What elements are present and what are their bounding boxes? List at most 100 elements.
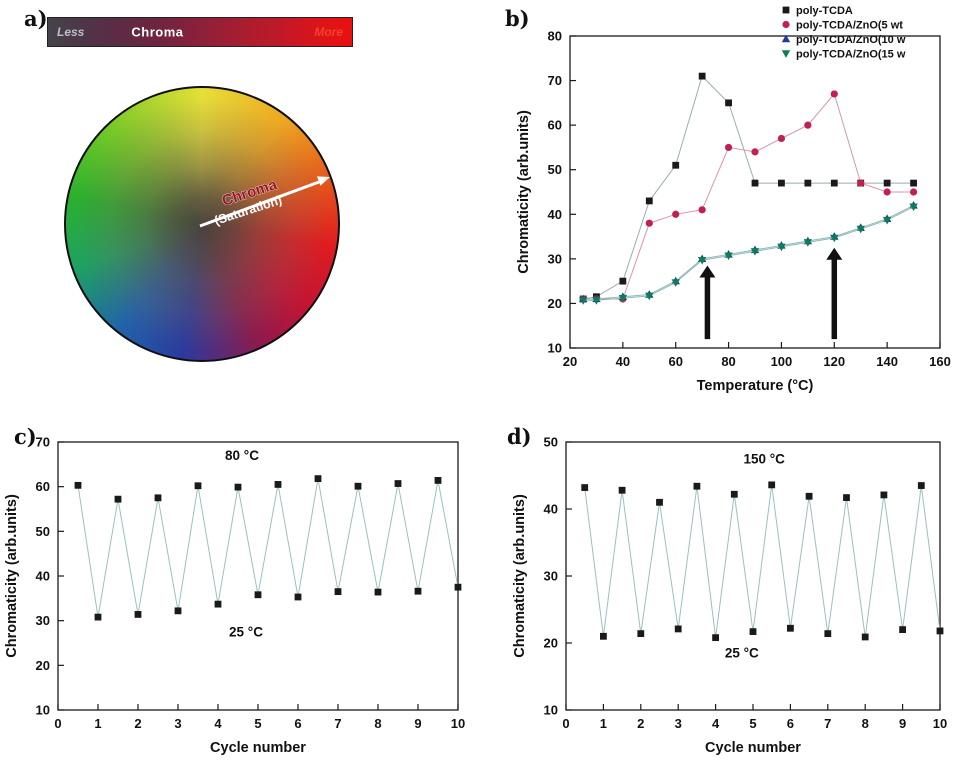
x-tick-label: 60: [668, 354, 682, 369]
data-point-marker: [134, 611, 142, 618]
data-point-marker: [768, 481, 776, 489]
data-point-marker: [645, 292, 654, 301]
x-tick-label: 3: [174, 716, 181, 731]
data-point-marker: [777, 134, 786, 143]
plot-frame: [569, 35, 941, 349]
chroma-bar-less-label: Less: [57, 25, 85, 39]
data-point-marker: [805, 492, 813, 500]
data-point-marker: [782, 6, 790, 14]
x-axis-title: Cycle number: [705, 740, 801, 756]
data-point-marker: [751, 148, 759, 156]
series-markers: [579, 90, 918, 303]
x-tick-label: 0: [54, 716, 61, 731]
chart-cycles-150c: 0 1 2 3 4 5 6 7 8 9 10 10 20 30 40 50 Cycle number Chroma…: [500, 420, 975, 772]
data-point-marker: [637, 630, 645, 638]
x-tick-label: 8: [862, 716, 869, 731]
data-point-marker: [781, 34, 791, 43]
x-tick-label: 40: [616, 354, 630, 369]
panel-b-label: b): [505, 6, 530, 31]
data-point-marker: [74, 481, 82, 489]
series-line: [77, 478, 459, 618]
y-tick-label: 30: [548, 251, 562, 266]
data-point-marker: [94, 613, 102, 621]
data-point-marker: [730, 490, 738, 498]
data-point-marker: [294, 593, 302, 601]
y-axis-title: Chromaticity (arb.units): [512, 494, 528, 658]
data-point-marker: [830, 90, 838, 98]
data-point-marker: [882, 216, 892, 225]
data-point-marker: [394, 480, 402, 487]
y-tick-label: 20: [548, 296, 562, 311]
y-tick-label: 40: [36, 569, 50, 584]
data-point-marker: [693, 482, 701, 490]
series-markers: [579, 203, 918, 305]
x-tick-label: 8: [374, 716, 381, 731]
data-point-marker: [174, 607, 182, 615]
legend-label: poly-TCDA/ZnO(5 wt: [796, 19, 903, 31]
legend-item: poly-TCDA/ZnO(15 w: [781, 48, 906, 60]
data-point-marker: [883, 188, 891, 196]
data-point-marker: [936, 627, 944, 635]
annotation-text: 25 °C: [229, 624, 263, 639]
legend-label: poly-TCDA/ZnO(10 w: [796, 34, 906, 46]
legend-label: poly-TCDA/ZnO(15 w: [796, 48, 906, 60]
data-point-marker: [114, 495, 122, 503]
arrow-shaft: [199, 180, 320, 228]
x-tick-label: 4: [214, 716, 222, 731]
data-point-marker: [672, 161, 680, 169]
data-point-marker: [917, 482, 925, 489]
data-point-marker: [154, 494, 162, 502]
x-axis-title: Temperature (°C): [697, 378, 814, 394]
annotation-text: 80 °C: [225, 448, 259, 463]
data-point-marker: [579, 297, 588, 305]
legend-item: poly-TCDA: [782, 5, 853, 17]
data-point-marker: [830, 234, 839, 243]
data-point-marker: [618, 486, 626, 494]
data-point-marker: [725, 99, 732, 107]
panel-c-label: c): [14, 424, 37, 449]
data-point-marker: [712, 634, 719, 642]
annotation-text: 150 °C: [744, 451, 786, 466]
panel-d-label: d): [507, 424, 532, 449]
data-point-marker: [880, 491, 888, 499]
data-point-marker: [804, 121, 812, 129]
data-point-marker: [592, 297, 601, 305]
data-point-marker: [672, 210, 680, 218]
arrow-head-icon: [317, 176, 330, 186]
series-markers: [74, 475, 462, 621]
y-tick-label: 10: [544, 703, 558, 718]
chroma-bar-title: Chroma: [131, 24, 184, 40]
x-tick-label: 3: [675, 716, 682, 731]
x-tick-label: 5: [254, 716, 261, 731]
data-point-marker: [777, 243, 786, 252]
x-tick-label: 6: [787, 716, 794, 731]
y-tick-label: 10: [36, 703, 50, 718]
data-point-marker: [581, 484, 589, 491]
data-point-marker: [698, 206, 706, 214]
y-tick-label: 50: [544, 435, 558, 450]
data-point-marker: [434, 477, 442, 484]
x-tick-label: 4: [712, 716, 720, 731]
data-point-marker: [899, 626, 906, 633]
up-arrow-head-icon: [826, 247, 843, 260]
x-tick-label: 10: [451, 716, 465, 731]
data-point-marker: [354, 482, 362, 490]
x-tick-label: 5: [749, 716, 756, 731]
data-point-marker: [909, 203, 918, 212]
data-point-marker: [698, 72, 706, 80]
data-point-marker: [724, 143, 733, 152]
legend-item: poly-TCDA/ZnO(10 w: [781, 34, 906, 46]
series-line: [584, 484, 941, 638]
legend-label: poly-TCDA: [796, 5, 853, 17]
x-tick-label: 7: [824, 716, 831, 731]
y-tick-label: 20: [544, 636, 558, 651]
x-tick-label: 140: [876, 354, 898, 369]
data-point-marker: [857, 179, 865, 187]
data-point-marker: [254, 591, 262, 599]
x-tick-label: 9: [899, 716, 906, 731]
data-point-marker: [830, 179, 838, 187]
series-markers: [581, 481, 944, 642]
y-tick-label: 60: [548, 118, 562, 133]
y-tick-label: 30: [36, 613, 50, 628]
legend-item: poly-TCDA/ZnO(5 wt: [782, 19, 903, 31]
